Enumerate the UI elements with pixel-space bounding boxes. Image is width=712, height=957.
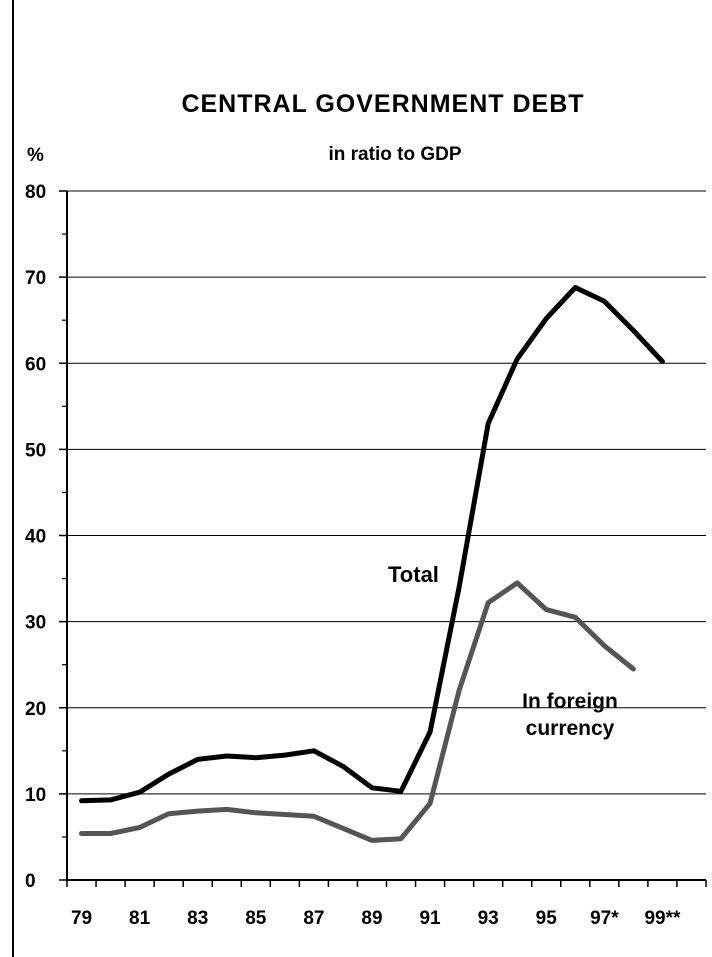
y-tick-label-0: 0 [25, 871, 36, 892]
x-tick-label-81: 81 [129, 908, 151, 929]
series-label-line-0: In foreign [522, 690, 618, 713]
x-tick-label-85: 85 [245, 908, 267, 929]
left-margin-rule [12, 0, 14, 957]
y-tick-label-70: 70 [25, 268, 46, 289]
x-tick-label-93: 93 [478, 908, 499, 929]
y-tick-label-60: 60 [25, 354, 46, 375]
x-tick-label-79: 79 [71, 908, 92, 929]
chart-title: CENTRAL GOVERNMENT DEBT [181, 90, 584, 118]
series-label-line-1: currency [526, 717, 615, 740]
x-tick-label-97*: 97* [590, 908, 619, 929]
x-tick-label-87: 87 [303, 908, 324, 929]
series-label-total: Total [388, 562, 439, 587]
series-label-foreign-currency: In foreign currency [522, 690, 618, 740]
x-tick-label-89: 89 [361, 908, 382, 929]
series-line-1 [79, 580, 636, 843]
y-tick-label-50: 50 [25, 440, 46, 461]
x-tick-label-91: 91 [419, 908, 441, 929]
x-tick-label-83: 83 [187, 908, 208, 929]
y-tick-label-80: 80 [25, 182, 46, 203]
x-tick-label-95: 95 [536, 908, 558, 929]
y-tick-label-40: 40 [25, 527, 46, 548]
y-tick-label-10: 10 [25, 785, 46, 806]
y-tick-label-20: 20 [25, 699, 46, 720]
chart-subtitle: in ratio to GDP [329, 144, 462, 165]
series-line-0 [79, 285, 665, 804]
y-tick-label-30: 30 [25, 613, 46, 634]
y-axis-unit-label: % [27, 145, 44, 166]
x-tick-label-99**: 99** [644, 908, 681, 929]
